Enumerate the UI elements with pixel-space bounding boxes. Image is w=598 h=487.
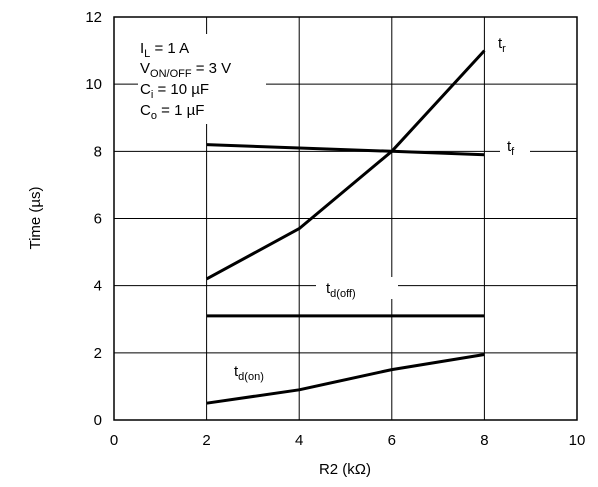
series-label-tr: tr: [498, 35, 506, 55]
series-label-tf: tf: [507, 138, 515, 158]
x-tick-label: 2: [202, 432, 210, 449]
y-tick-label: 12: [85, 9, 102, 26]
y-tick-label: 4: [94, 278, 102, 295]
x-axis-title: R2 (kΩ): [319, 461, 371, 478]
x-tick-label: 10: [569, 432, 586, 449]
x-tick-label: 0: [110, 432, 118, 449]
tick-labels: 0 2 4 6 8 10 0 2 4 6 8 10 12: [85, 9, 585, 449]
x-tick-label: 6: [388, 432, 396, 449]
conditions-box-bg: [138, 34, 266, 124]
y-axis-title: Time (µs): [27, 186, 44, 249]
y-tick-label: 2: [94, 345, 102, 362]
series-label-tdoff-bg: [316, 277, 398, 299]
condition-co: Co = 1 µF: [140, 102, 204, 122]
y-tick-label: 6: [94, 211, 102, 228]
series: [205, 49, 486, 405]
series-line-tdon: [206, 353, 485, 405]
y-tick-label: 8: [94, 143, 102, 160]
plot-frame: [113, 16, 578, 421]
series-line-tf: [206, 143, 485, 157]
x-tick-label: 4: [295, 432, 303, 449]
y-tick-label: 0: [94, 412, 102, 429]
series-label-tdon: td(on): [234, 363, 264, 383]
condition-ci: Ci = 10 µF: [140, 81, 209, 101]
condition-von-off: VON/OFF = 3 V: [140, 60, 231, 80]
y-tick-label: 10: [85, 76, 102, 93]
series-label-tdoff: td(off): [326, 280, 356, 300]
series-line-tr: [205, 49, 486, 281]
condition-il: IL = 1 A: [140, 40, 189, 60]
series-label-tf-bg: [500, 139, 530, 161]
conditions-box: IL = 1 A VON/OFF = 3 V Ci = 10 µF Co = 1…: [140, 40, 231, 122]
x-tick-label: 8: [480, 432, 488, 449]
